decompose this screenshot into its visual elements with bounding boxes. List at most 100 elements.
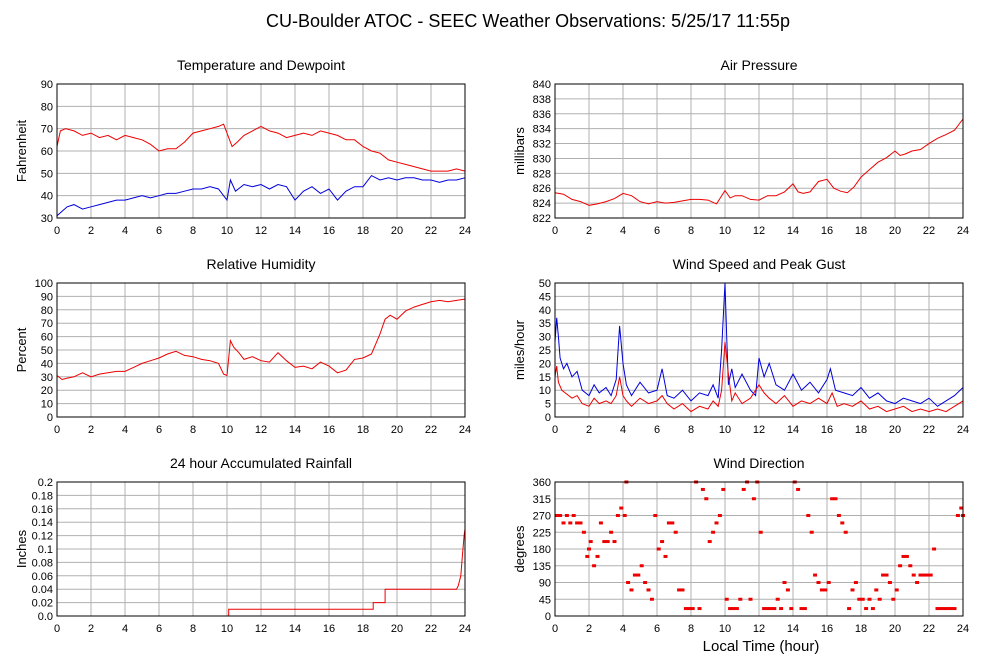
x-tick-label: 0	[54, 225, 60, 237]
wind-direction-point	[898, 564, 903, 568]
wind-direction-point	[904, 554, 909, 558]
wind-direction-point	[772, 607, 777, 611]
wind-direction-point	[615, 514, 620, 517]
wind-direction-point	[836, 514, 841, 517]
y-tick-label: 80	[41, 101, 53, 113]
wind-direction-point	[646, 588, 651, 592]
wind-direction-point	[870, 607, 875, 611]
x-tick-label: 16	[821, 225, 833, 237]
y-tick-label: 828	[533, 168, 551, 180]
wind-direction-point	[687, 607, 692, 611]
x-tick-label: 16	[323, 424, 335, 436]
y-tick-label: 360	[533, 477, 551, 489]
wind-direction-point	[575, 521, 580, 525]
wind-direction-point	[809, 530, 814, 534]
24-hour-accumulated-rainfall-title: 24 hour Accumulated Rainfall	[170, 455, 352, 471]
y-tick-label: 15	[539, 372, 551, 384]
wind-direction-point	[581, 530, 586, 534]
24-hour-accumulated-rainfall-series-line-1	[57, 528, 466, 617]
wind-direction-point	[619, 506, 624, 510]
y-tick-label: 0	[47, 412, 53, 424]
x-tick-label: 22	[425, 623, 437, 635]
x-tick-label: 10	[221, 225, 233, 237]
wind-direction-point	[605, 540, 610, 544]
wind-direction-point	[915, 581, 920, 584]
wind-direction-point	[578, 521, 583, 525]
y-tick-label: 30	[41, 372, 53, 384]
y-tick-label: 0	[545, 611, 551, 623]
y-tick-label: 824	[533, 198, 551, 210]
x-tick-label: 14	[787, 225, 799, 237]
y-tick-label: 50	[539, 278, 551, 290]
y-tick-label: 40	[41, 191, 53, 203]
y-tick-label: 135	[533, 561, 551, 573]
y-tick-label: 90	[539, 578, 551, 590]
y-tick-label: 20	[41, 385, 53, 397]
x-tick-label: 24	[459, 623, 471, 635]
wind-direction-point	[877, 597, 882, 601]
y-tick-label: 100	[35, 278, 53, 290]
wind-direction-point	[935, 607, 940, 611]
y-tick-label: 70	[41, 124, 53, 136]
x-tick-label: 8	[688, 424, 694, 436]
x-tick-label: 8	[190, 424, 196, 436]
wind-direction-point	[864, 607, 869, 611]
y-tick-label: 830	[533, 153, 551, 165]
wind-direction-point	[734, 607, 739, 611]
wind-direction-point	[711, 530, 716, 534]
wind-direction-point	[626, 581, 631, 584]
x-tick-label: 12	[255, 424, 267, 436]
x-tick-label: 20	[391, 424, 403, 436]
24-hour-accumulated-rainfall-panel: 24 hour Accumulated RainfallInches0.00.0…	[14, 455, 471, 635]
wind-direction-point	[632, 573, 637, 577]
y-tick-label: 0.02	[32, 598, 53, 610]
y-tick-label: 10	[41, 399, 53, 411]
wind-direction-point	[762, 607, 767, 611]
relative-humidity-y-axis-label: Percent	[14, 327, 29, 372]
wind-direction-point	[830, 497, 835, 501]
x-tick-label: 22	[923, 424, 935, 436]
y-tick-label: 840	[533, 79, 551, 91]
y-tick-label: 45	[539, 291, 551, 303]
y-tick-label: 0.1	[38, 544, 53, 556]
y-tick-label: 60	[41, 332, 53, 344]
y-tick-label: 5	[545, 399, 551, 411]
wind-direction-point	[901, 554, 906, 558]
air-pressure-y-axis-label: millibars	[512, 127, 527, 175]
wind-direction-point	[561, 521, 566, 525]
wind-direction-point	[622, 514, 627, 517]
y-tick-label: 180	[533, 544, 551, 556]
y-tick-label: 50	[41, 168, 53, 180]
wind-direction-point	[564, 514, 569, 517]
y-tick-label: 315	[533, 494, 551, 506]
24-hour-accumulated-rainfall-plot-frame	[56, 481, 466, 617]
24-hour-accumulated-rainfall-y-axis-label: Inches	[14, 529, 29, 568]
wind-direction-point	[697, 607, 702, 611]
x-tick-label: 8	[190, 623, 196, 635]
wind-direction-point	[636, 573, 641, 577]
temperature-and-dewpoint-y-axis-label: Fahrenheit	[14, 120, 29, 183]
wind-direction-point	[874, 588, 879, 592]
wind-direction-point	[952, 607, 957, 611]
x-tick-label: 18	[357, 225, 369, 237]
y-tick-label: 832	[533, 139, 551, 151]
wind-direction-point	[639, 564, 644, 568]
wind-direction-point	[751, 497, 756, 501]
x-tick-label: 18	[357, 623, 369, 635]
wind-direction-point	[568, 521, 573, 525]
x-tick-label: 6	[654, 424, 660, 436]
wind-direction-point	[758, 530, 763, 534]
air-pressure-title: Air Pressure	[720, 57, 797, 73]
wind-direction-point	[768, 607, 773, 611]
x-tick-label: 14	[787, 623, 799, 635]
wind-direction-point	[782, 581, 787, 584]
x-tick-label: 0	[552, 225, 558, 237]
x-tick-label: 12	[753, 225, 765, 237]
wind-direction-point	[789, 607, 794, 611]
wind-direction-point	[799, 607, 804, 611]
x-tick-label: 4	[620, 424, 626, 436]
wind-direction-point	[707, 540, 712, 544]
wind-direction-point	[721, 487, 726, 491]
relative-humidity-series-line-1	[56, 298, 466, 381]
x-tick-label: 24	[957, 424, 969, 436]
